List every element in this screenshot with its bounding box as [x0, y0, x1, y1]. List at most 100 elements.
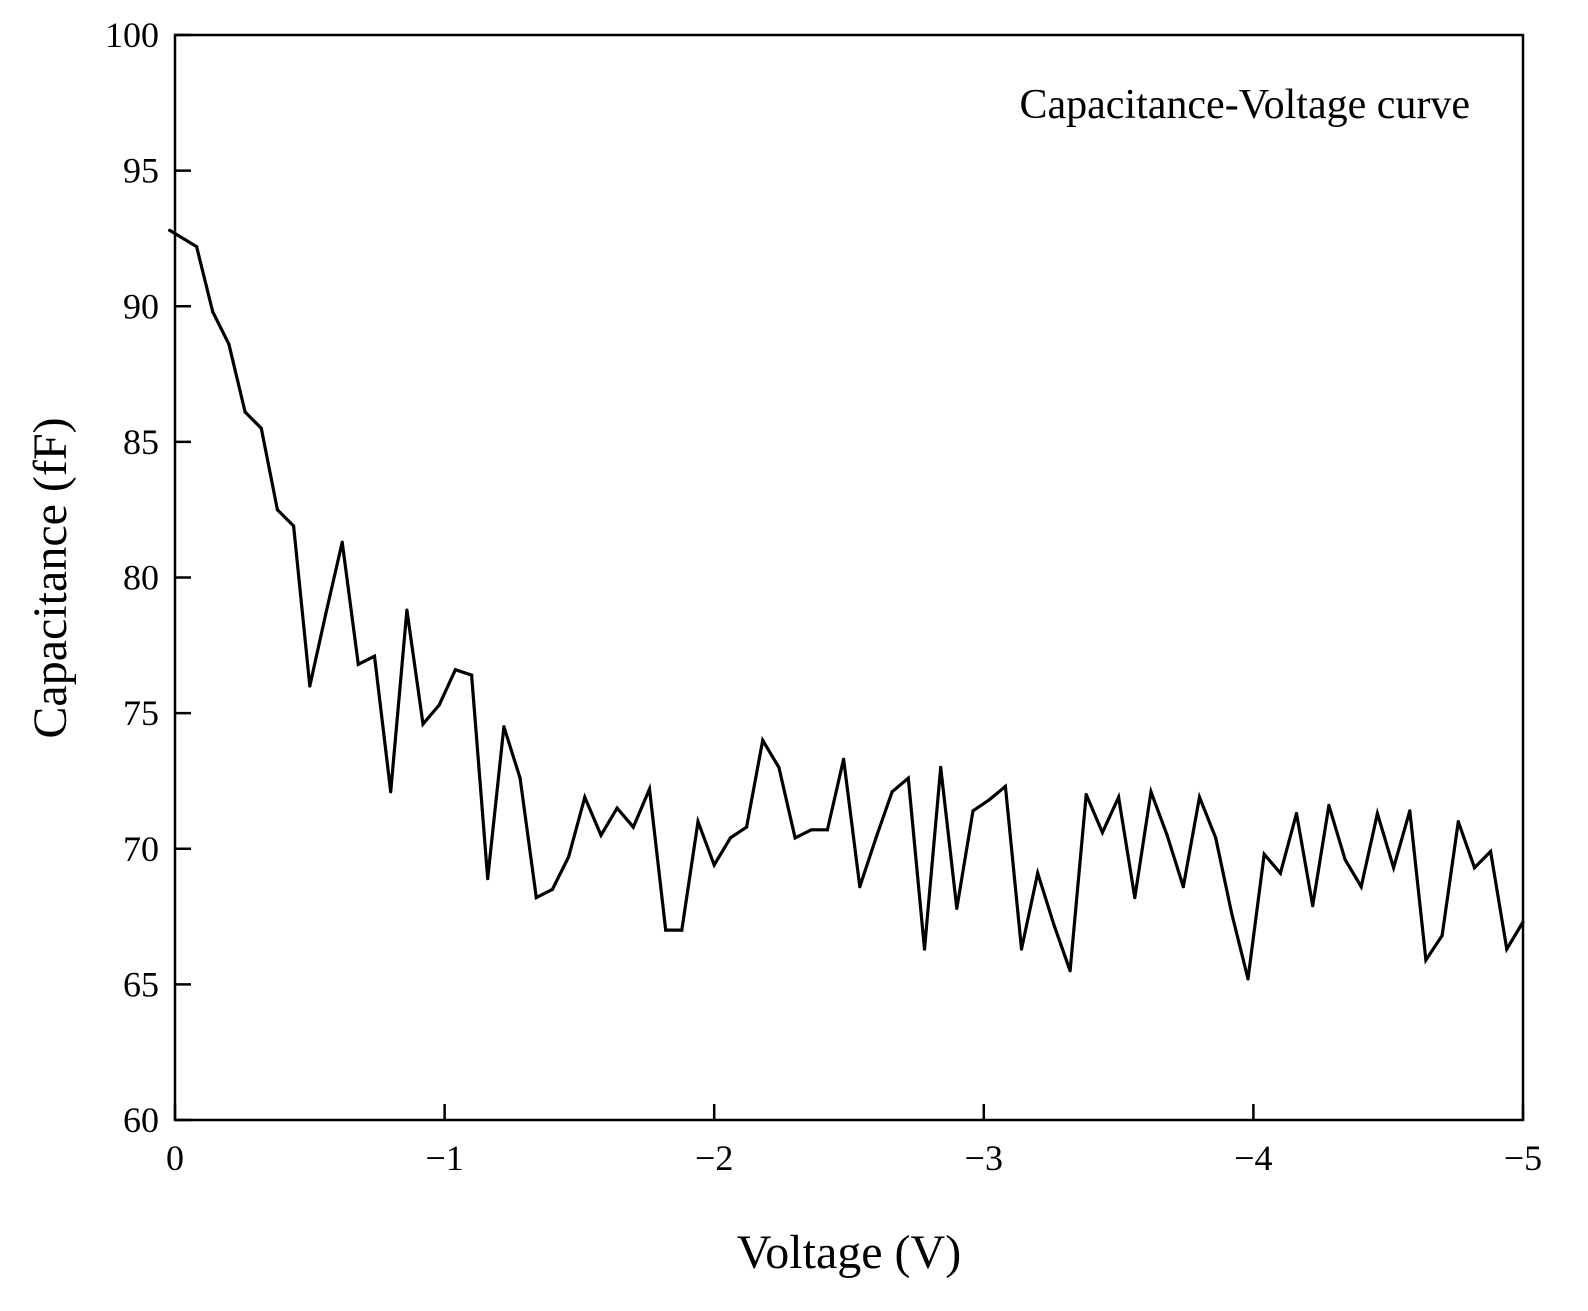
- data-point: [195, 245, 199, 249]
- data-point: [745, 825, 749, 829]
- data-point: [292, 524, 296, 528]
- chart-annotation: Capacitance-Voltage curve: [1020, 82, 1471, 128]
- data-point: [1052, 923, 1056, 927]
- data-point: [1084, 792, 1088, 797]
- data-point: [1343, 858, 1347, 862]
- x-tick-label: −2: [695, 1138, 733, 1178]
- data-point: [1003, 784, 1008, 789]
- y-tick-label: 60: [123, 1100, 159, 1140]
- data-point: [534, 896, 538, 900]
- capacitance-line: [168, 228, 1525, 980]
- data-point: [1133, 896, 1137, 900]
- x-tick-label: −4: [1234, 1138, 1272, 1178]
- data-point: [324, 611, 328, 615]
- y-tick-label: 90: [123, 286, 159, 326]
- data-point: [1489, 849, 1493, 854]
- data-point: [1165, 833, 1169, 837]
- data-point: [890, 790, 894, 794]
- data-point: [971, 809, 975, 813]
- axis-tick-labels: 0 −1 −2 −3 −4 −5 60 65 70 75 80 85 90 95 100: [105, 15, 1542, 1178]
- data-point: [874, 836, 878, 840]
- data-point: [955, 906, 959, 911]
- data-point: [696, 820, 700, 824]
- data-point: [1036, 871, 1040, 875]
- data-point: [1197, 795, 1202, 799]
- data-point: [631, 825, 635, 829]
- data-point: [1214, 836, 1218, 840]
- data-point: [761, 738, 765, 742]
- data-point: [939, 765, 943, 770]
- data-point: [227, 342, 231, 346]
- data-point: [777, 765, 781, 770]
- data-point: [356, 662, 360, 666]
- data-point: [259, 426, 263, 430]
- data-point: [647, 787, 652, 791]
- data-point: [1262, 852, 1266, 856]
- data-point: [1100, 830, 1104, 835]
- data-point: [275, 508, 279, 512]
- data-point: [809, 828, 813, 832]
- data-point: [922, 947, 927, 951]
- data-point: [405, 608, 409, 612]
- y-tick-label: 85: [123, 422, 159, 462]
- data-point: [1521, 920, 1525, 924]
- data-point: [1230, 912, 1234, 916]
- y-tick-label: 80: [123, 558, 159, 598]
- data-point: [502, 725, 506, 729]
- data-point: [1440, 934, 1444, 938]
- data-point: [1294, 811, 1299, 816]
- data-point: [987, 798, 991, 802]
- axis-ticks: [173, 33, 1525, 1122]
- data-point: [793, 836, 797, 840]
- y-tick-label: 75: [123, 693, 159, 733]
- data-point: [680, 928, 684, 932]
- data-point: [1278, 871, 1282, 875]
- data-point: [1311, 904, 1315, 908]
- data-point: [1408, 809, 1412, 813]
- data-point: [308, 684, 312, 688]
- data-point: [1117, 795, 1121, 799]
- plot-frame: [173, 33, 1525, 1122]
- data-point: [1456, 820, 1460, 824]
- data-point: [1505, 947, 1509, 951]
- x-tick-label: −3: [965, 1138, 1003, 1178]
- data-point: [1424, 958, 1428, 962]
- y-tick-label: 95: [123, 151, 159, 191]
- data-point: [728, 836, 733, 840]
- data-point: [664, 928, 668, 932]
- data-point: [421, 722, 425, 726]
- data-point: [1392, 866, 1396, 870]
- x-tick-label: −5: [1504, 1138, 1542, 1178]
- data-point: [615, 806, 619, 810]
- y-axis-label: Capacitance (fF): [24, 417, 77, 738]
- data-point: [437, 703, 441, 707]
- data-point: [470, 673, 474, 677]
- data-point: [518, 776, 522, 780]
- data-point: [858, 885, 862, 889]
- data-point: [1068, 969, 1072, 973]
- x-tick-label: −1: [425, 1138, 463, 1178]
- data-point: [168, 228, 172, 232]
- x-axis-label: Voltage (V): [737, 1226, 961, 1279]
- data-point: [712, 863, 716, 867]
- data-point: [550, 887, 555, 892]
- data-point: [906, 776, 910, 780]
- data-point: [1019, 947, 1024, 951]
- y-tick-label: 65: [123, 964, 159, 1004]
- data-point: [372, 654, 377, 658]
- data-point: [211, 310, 215, 314]
- data-point: [453, 668, 457, 672]
- data-point: [567, 855, 571, 859]
- data-point: [825, 828, 830, 832]
- y-tick-label: 100: [105, 15, 159, 55]
- data-point: [1472, 866, 1477, 870]
- data-point: [1246, 977, 1250, 981]
- data-point: [583, 795, 587, 799]
- data-point: [340, 540, 344, 544]
- data-point: [389, 790, 393, 794]
- data-point: [842, 757, 846, 761]
- data-point: [486, 877, 490, 881]
- x-tick-label: 0: [166, 1138, 184, 1178]
- y-tick-label: 70: [123, 829, 159, 869]
